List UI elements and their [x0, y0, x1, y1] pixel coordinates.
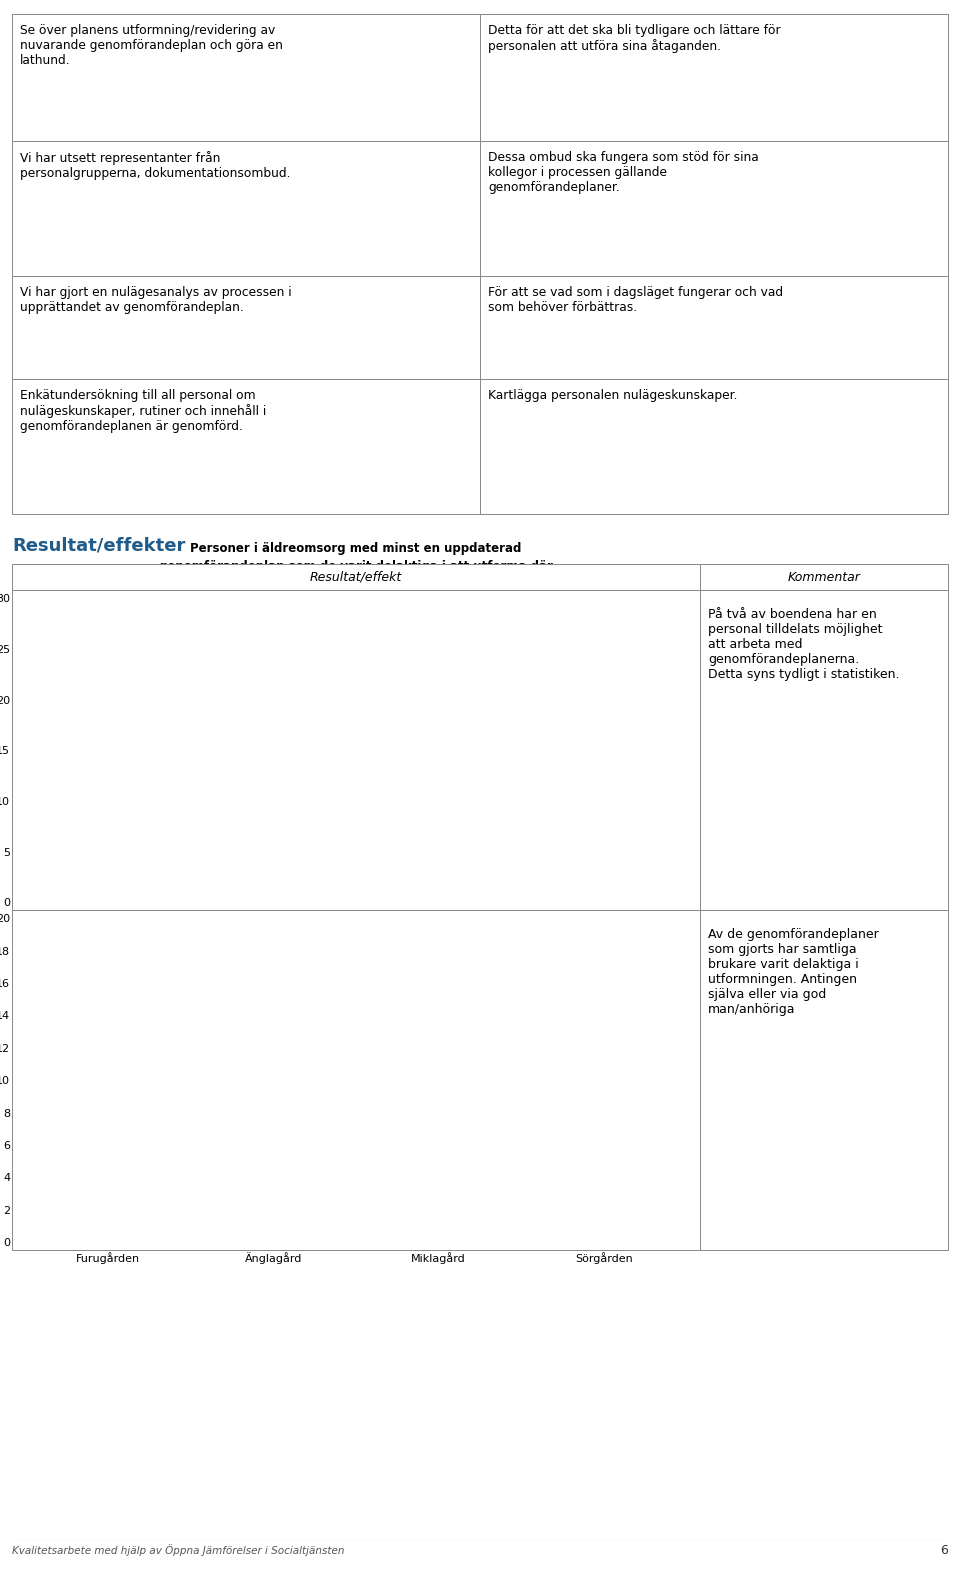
Bar	[216, 1080, 274, 1242]
Bar	[108, 680, 166, 902]
Text: Enkätundersökning till all personal om
nulägeskunskaper, rutiner och innehåll i
: Enkätundersökning till all personal om n…	[20, 389, 266, 434]
Bar	[51, 934, 108, 1242]
Bar	[604, 1145, 661, 1242]
Bar	[604, 710, 661, 902]
Bar	[439, 608, 496, 902]
Text: För att se vad som i dagsläget fungerar och vad
som behöver förbättras.: För att se vad som i dagsläget fungerar …	[488, 286, 783, 314]
Text: Dessa ombud ska fungera som stöd för sina
kollegor i processen gällande
genomför: Dessa ombud ska fungera som stöd för sin…	[488, 151, 758, 194]
Text: Av de genomförandeplaner
som gjorts har samtliga
brukare varit delaktiga i
utfor: Av de genomförandeplaner som gjorts har …	[708, 929, 878, 1016]
Text: Kvalitetsarbete med hjälp av Öppna Jämförelser i Socialtjänsten: Kvalitetsarbete med hjälp av Öppna Jämfö…	[12, 1544, 345, 1556]
Text: 6: 6	[940, 1544, 948, 1556]
Text: Resultat/effekter: Resultat/effekter	[12, 537, 185, 554]
Text: Kartlägga personalen nulägeskunskaper.: Kartlägga personalen nulägeskunskaper.	[488, 389, 737, 402]
Legend: Antal delaktiga, Totalt antal Gfp: Antal delaktiga, Totalt antal Gfp	[575, 924, 686, 958]
Text: Resultat/effekt: Resultat/effekt	[310, 570, 402, 584]
Bar	[439, 1048, 496, 1242]
Text: På två av boendena har en
personal tilldelats möjlighet
att arbeta med
genomföra: På två av boendena har en personal tilld…	[708, 608, 900, 681]
Bar	[51, 700, 108, 902]
Text: Kommentar: Kommentar	[787, 570, 860, 584]
Bar	[274, 761, 331, 902]
Text: Se över planens utformning/revidering av
nuvarande genomförandeplan och göra en
: Se över planens utformning/revidering av…	[20, 24, 283, 67]
Text: Detta för att det ska bli tydligare och lättare för
personalen att utföra sina å: Detta för att det ska bli tydligare och …	[488, 24, 780, 52]
Bar	[546, 831, 604, 902]
Title: Personer med äldreomsorgsinsats som varit delaktiga i
utformandet av sin genomfö: Personer med äldreomsorgsinsats som vari…	[172, 881, 540, 913]
Title: Personer i äldreomsorg med minst en uppdaterad
genomförandeplan som de varit del: Personer i äldreomsorg med minst en uppd…	[159, 542, 553, 592]
Bar	[108, 934, 166, 1242]
Bar	[381, 1048, 439, 1242]
Text: Vi har gjort en nulägesanalys av processen i
upprättandet av genomförandeplan.: Vi har gjort en nulägesanalys av process…	[20, 286, 292, 314]
Bar	[381, 770, 439, 902]
Legend: Antal Genomförandeplaner, Totalt antal boende: Antal Genomförandeplaner, Totalt antal b…	[25, 603, 199, 637]
Bar	[216, 791, 274, 902]
Bar	[274, 1080, 331, 1242]
Bar	[546, 1145, 604, 1242]
Text: Vi har utsett representanter från
personalgrupperna, dokumentationsombud.: Vi har utsett representanter från person…	[20, 151, 291, 179]
